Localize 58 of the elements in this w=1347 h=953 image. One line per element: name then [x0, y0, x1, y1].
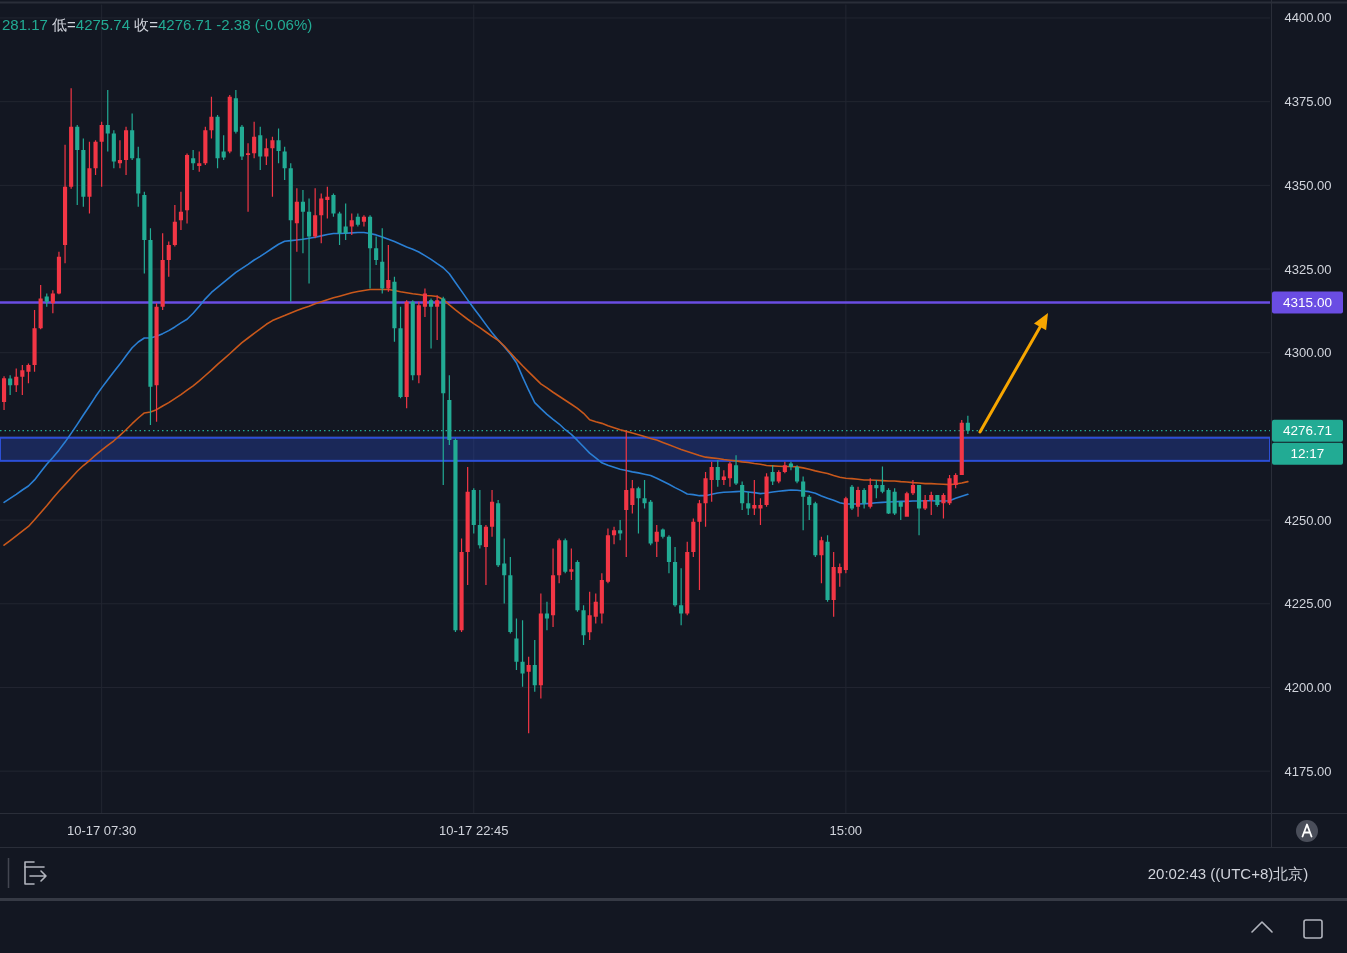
candlestick [819, 536, 824, 584]
candlestick [32, 309, 37, 372]
candlestick [550, 548, 556, 627]
x-tick-label: 15:00 [829, 823, 863, 838]
candlestick [703, 471, 708, 527]
candlestick [483, 525, 489, 586]
y-tick-label: 4325.00 [1284, 261, 1332, 277]
candlestick [825, 535, 830, 602]
candlestick [361, 215, 367, 227]
candlestick [367, 215, 373, 289]
candlestick [916, 484, 922, 536]
candlestick [514, 618, 519, 671]
candlestick [87, 141, 92, 214]
y-tick-label: 4300.00 [1284, 345, 1332, 361]
ref-line-label: 4276.71 [1283, 423, 1332, 439]
ref-line-label: 4315.00 [1283, 295, 1332, 311]
candlestick [178, 191, 184, 230]
candlestick [331, 193, 336, 217]
annotation: 281.17 低=4275.74 收=4276.71 -2.38 (-0.06%) [2, 16, 313, 33]
text: 20:02:43 ((UTC+8)北京) [1147, 865, 1309, 882]
x-tick-label: 10-17 22:45 [439, 823, 509, 838]
candlestick [422, 288, 428, 317]
candlestick [300, 190, 306, 254]
candlestick [154, 303, 159, 422]
y-tick-label: 4225.00 [1284, 596, 1332, 612]
candlestick [611, 526, 617, 545]
candlestick [544, 601, 550, 631]
candlestick [489, 489, 495, 537]
candlestick [392, 276, 397, 342]
candlestick [245, 143, 251, 212]
candlestick [398, 306, 403, 399]
candlestick [453, 438, 458, 632]
line-series [3, 231, 969, 505]
candlestick [215, 115, 220, 169]
y-tick-label: 4200.00 [1284, 679, 1332, 695]
candlestick [276, 128, 281, 164]
candlestick [428, 298, 434, 349]
line-series [3, 288, 969, 547]
candlestick [459, 538, 464, 632]
y-tick-label: 4375.00 [1284, 94, 1332, 110]
y-tick-label: 4350.00 [1284, 177, 1332, 193]
candlestick [764, 473, 769, 507]
text: 12:17 [1290, 446, 1325, 462]
candlestick [93, 140, 98, 175]
x-tick-label: 10-17 07:30 [66, 823, 137, 838]
candlestick [148, 228, 153, 426]
candlestick [581, 605, 586, 645]
y-tick-label: 4400.00 [1284, 10, 1332, 26]
candlestick [26, 363, 31, 384]
candlestick [788, 461, 794, 471]
candlestick [337, 211, 342, 245]
y-tick-label: 4250.00 [1284, 512, 1332, 528]
candlestick [117, 140, 123, 169]
candlestick [697, 500, 702, 591]
candlestick [575, 560, 580, 612]
y-tick-label: 4175.00 [1284, 763, 1332, 779]
candlestick [306, 198, 312, 284]
candlestick [62, 144, 68, 264]
